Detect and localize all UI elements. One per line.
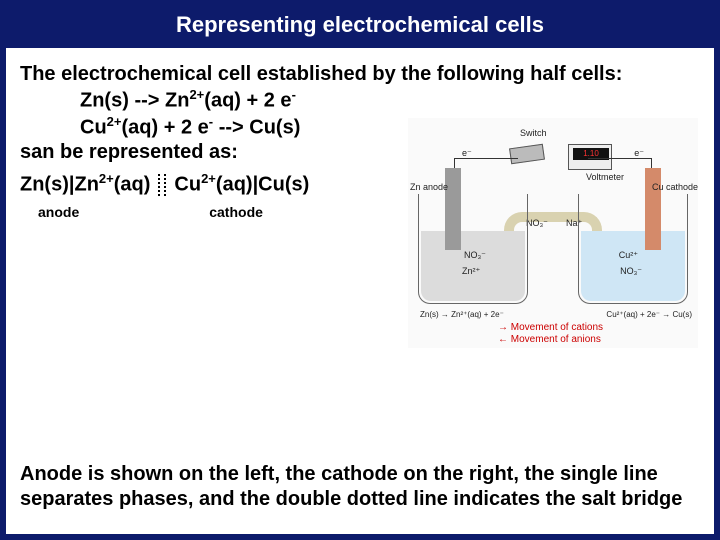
electron-left-label: e⁻ [462,148,472,159]
cathode-side-charge: 2+ [201,171,216,186]
red-lhs-phase: (aq) [122,116,159,138]
cathode-side: Cu2+(aq)|Cu(s) [174,171,309,198]
anode-side: Zn(s)|Zn2+(aq) [20,171,150,198]
slide-title: Representing electrochemical cells [0,0,720,44]
intro-text: The electrochemical cell established by … [20,62,700,87]
slide: Representing electrochemical cells The e… [0,0,720,540]
anode-side-a: Zn(s)|Zn [20,174,99,196]
anode-label: anode [38,204,79,222]
no3-left: NO₃⁻ [464,250,486,261]
voltmeter-label: Voltmeter [586,172,624,183]
red-arrow: --> [219,116,244,138]
cu2-label: Cu²⁺ [619,250,638,261]
red-minus: - [209,114,213,129]
ox-rhs-phase: (aq) [204,90,241,112]
no3-label: NO₃⁻ [526,218,548,229]
cation-arrow: → Movement of cations [498,322,603,335]
switch-icon [509,144,545,165]
zn-electrode [445,168,461,250]
red-rhs: Cu(s) [249,116,300,138]
red-lhs-species: Cu [80,116,107,138]
salt-bridge-separator [156,174,168,196]
red-equation: Cu²⁺(aq) + 2e⁻ → Cu(s) [606,310,692,320]
ox-equation: Zn(s) → Zn²⁺(aq) + 2e⁻ [420,310,504,320]
cathode-side-a: Cu [174,174,201,196]
content-area: The electrochemical cell established by … [6,48,714,534]
oxidation-half-reaction: Zn(s) --> Zn2+(aq) + 2 e- [20,87,700,114]
no3-right: NO₃⁻ [620,266,642,277]
footer-explanation: Anode is shown on the left, the cathode … [20,462,700,512]
ox-plus: + 2 e [247,90,292,112]
switch-label: Switch [520,128,547,139]
right-beaker [578,194,688,304]
red-plus: + 2 e [164,116,209,138]
zn-anode-label: Zn anode [410,182,448,193]
zn2-label: Zn²⁺ [462,266,480,277]
ox-rhs-species: Zn [165,90,189,112]
left-beaker [418,194,528,304]
anode-side-phase: (aq) [114,174,151,196]
cathode-label: cathode [209,204,263,222]
ox-arrow: --> [134,90,159,112]
cation-text: Movement of cations [511,322,603,333]
ox-rhs-charge: 2+ [189,87,204,102]
anion-arrow: ← Movement of anions [498,334,601,347]
voltmeter-icon: 1.10 [568,144,612,170]
cathode-side-phase: (aq)|Cu(s) [216,174,309,196]
cu-electrode [645,168,661,250]
electron-right-label: e⁻ [634,148,644,159]
anode-side-charge: 2+ [99,171,114,186]
anion-text: Movement of anions [511,334,601,345]
ox-minus: - [292,87,296,102]
red-lhs-charge: 2+ [107,114,122,129]
ox-lhs: Zn(s) [80,90,129,112]
cell-diagram: Switch 1.10 Voltmeter e⁻ e⁻ NO₃⁻ Na⁺ Zn … [408,118,698,348]
cu-cathode-label: Cu cathode [652,182,698,193]
